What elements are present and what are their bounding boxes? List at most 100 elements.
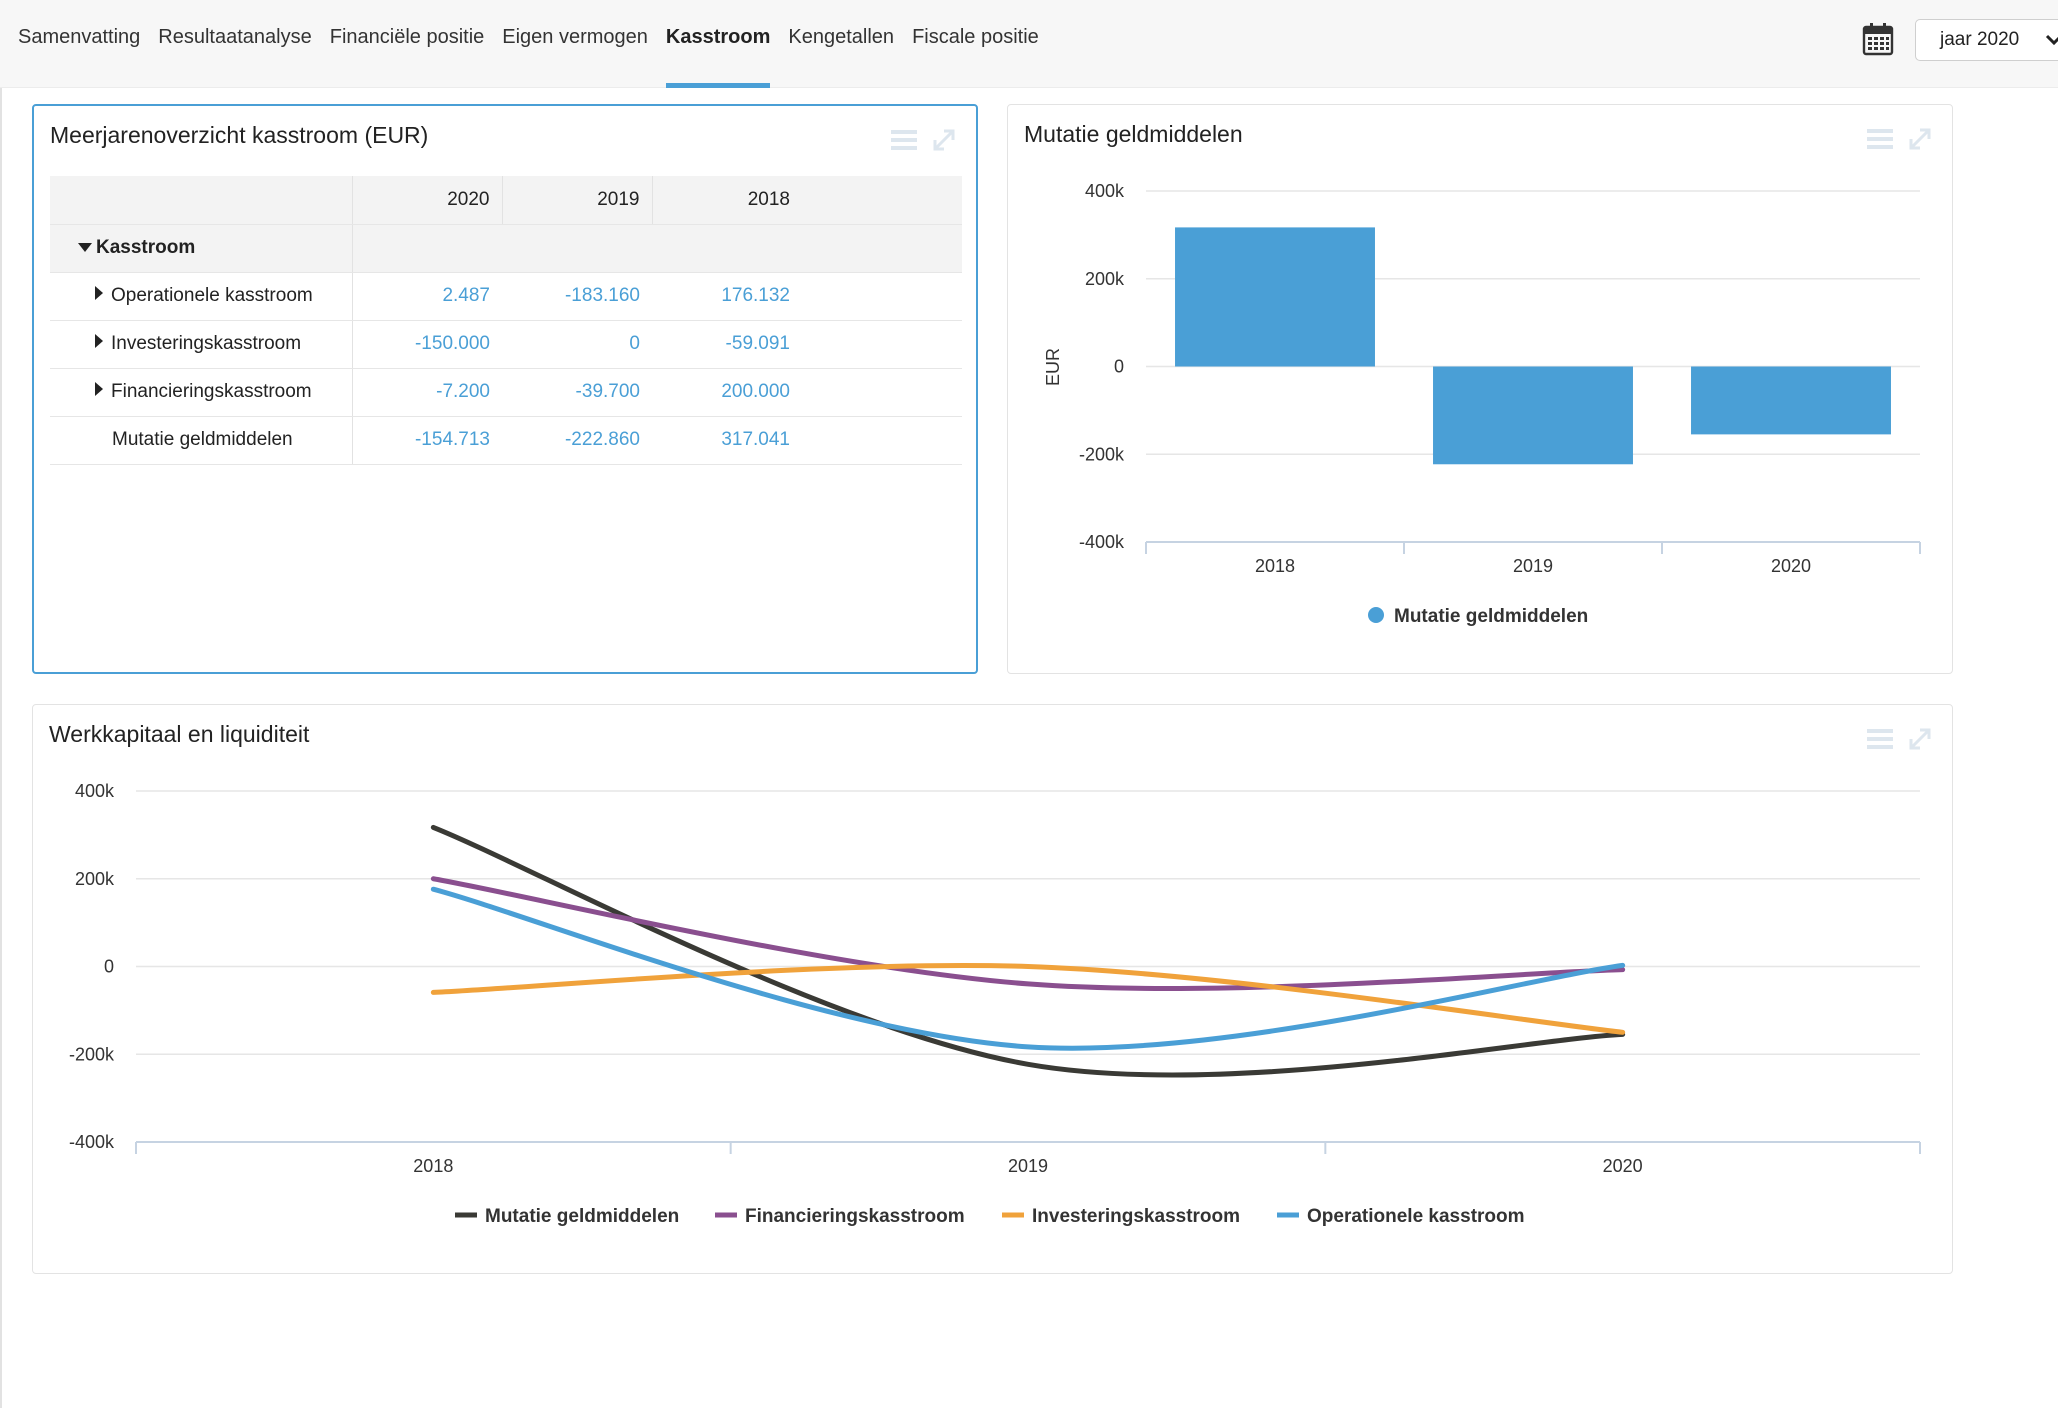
table-cell[interactable]: -183.160	[502, 272, 652, 321]
caret-right-icon[interactable]	[95, 334, 103, 348]
y-axis-label: EUR	[1043, 348, 1063, 386]
menu-icon[interactable]	[1866, 125, 1894, 153]
panel-title: Meerjarenoverzicht kasstroom (EUR)	[50, 122, 429, 148]
caret-right-icon[interactable]	[95, 286, 103, 300]
panel-werkkapitaal[interactable]: Werkkapitaal en liquiditeit 400k 200k 0 -20…	[32, 704, 1953, 1274]
y-tick-label: 0	[1114, 357, 1124, 377]
y-tick-label: 400k	[75, 781, 115, 801]
table-cell[interactable]: -222.860	[502, 416, 652, 465]
row-label: Mutatie geldmiddelen	[112, 429, 293, 450]
group-filler	[352, 224, 962, 273]
y-tick-label: -400k	[69, 1132, 115, 1152]
column-header-filler	[802, 176, 962, 225]
panel-tools	[1866, 725, 1934, 753]
panel-tools	[890, 126, 958, 154]
year-select-value: jaar 2020	[1940, 29, 2020, 50]
x-tick-label: 2019	[1008, 1156, 1048, 1176]
legend-label: Operationele kasstroom	[1307, 1206, 1525, 1227]
table-cell[interactable]: -154.713	[352, 416, 502, 465]
table-row[interactable]: Investeringskasstroom -150.000 0 -59.091	[50, 320, 962, 369]
column-header[interactable]: 2019	[502, 176, 653, 225]
tab-financiele-positie[interactable]: Financiële positie	[329, 26, 485, 48]
top-navigation-bar: Samenvatting Resultaatanalyse Financiële…	[0, 0, 2058, 88]
group-label: Kasstroom	[96, 237, 196, 258]
row-label-cell[interactable]: Operationele kasstroom	[50, 272, 353, 321]
row-label: Financieringskasstroom	[111, 381, 312, 402]
table-cell-filler	[802, 272, 962, 321]
table-cell[interactable]: 200.000	[652, 368, 802, 417]
tab-bar: Samenvatting Resultaatanalyse Financiële…	[0, 0, 1048, 88]
panel-title: Mutatie geldmiddelen	[1024, 121, 1243, 147]
legend-label: Investeringskasstroom	[1032, 1206, 1240, 1227]
y-tick-label: -200k	[69, 1044, 115, 1064]
series-line	[430, 963, 1626, 1035]
y-tick-label: -400k	[1079, 532, 1125, 552]
table-row[interactable]: Operationele kasstroom 2.487 -183.160 17…	[50, 272, 962, 321]
bar	[1433, 366, 1633, 465]
table-cell[interactable]: 0	[502, 320, 652, 369]
column-header[interactable]: 2018	[652, 176, 802, 225]
series-line	[430, 876, 1626, 991]
panel-tools	[1866, 125, 1934, 153]
row-label: Investeringskasstroom	[111, 333, 302, 354]
menu-icon[interactable]	[890, 126, 918, 154]
table-cell-filler	[802, 320, 962, 369]
y-tick-label: 200k	[75, 869, 115, 889]
row-label-cell[interactable]: Investeringskasstroom	[50, 320, 353, 369]
tab-eigen-vermogen[interactable]: Eigen vermogen	[502, 26, 648, 48]
expand-icon[interactable]	[930, 126, 958, 154]
left-border	[0, 88, 2, 1408]
row-label-cell[interactable]: Financieringskasstroom	[50, 368, 353, 417]
cashflow-table: 2020 2019 2018 Kasstroom Operationele ka…	[50, 176, 962, 465]
table-cell[interactable]: 2.487	[352, 272, 502, 321]
caret-down-icon[interactable]	[78, 243, 92, 252]
x-tick-label: 2018	[413, 1156, 453, 1176]
series-line	[430, 824, 1626, 1078]
bar	[1175, 227, 1375, 367]
table-row[interactable]: Mutatie geldmiddelen -154.713 -222.860 3…	[50, 416, 962, 465]
row-label: Operationele kasstroom	[111, 285, 313, 306]
tab-samenvatting[interactable]: Samenvatting	[18, 26, 141, 48]
table-cell[interactable]: -7.200	[352, 368, 502, 417]
tab-fiscale-positie[interactable]: Fiscale positie	[912, 26, 1039, 48]
tab-resultaatanalyse[interactable]: Resultaatanalyse	[158, 26, 312, 48]
legend-label: Mutatie geldmiddelen	[1394, 606, 1588, 627]
y-tick-label: -200k	[1079, 444, 1125, 464]
table-cell[interactable]: -150.000	[352, 320, 502, 369]
panel-mutatie-geldmiddelen[interactable]: Mutatie geldmiddelen 400k 200k 0 -200k -400k…	[1007, 104, 1953, 674]
y-tick-label: 400k	[1085, 181, 1125, 201]
column-header[interactable]: 2020	[352, 176, 503, 225]
legend-marker	[1368, 607, 1384, 623]
table-row[interactable]: Financieringskasstroom -7.200 -39.700 20…	[50, 368, 962, 417]
y-tick-label: 200k	[1085, 269, 1125, 289]
year-select[interactable]: jaar 2020	[1915, 19, 2058, 61]
bar	[1691, 366, 1891, 435]
tab-kengetallen[interactable]: Kengetallen	[788, 26, 895, 48]
table-cell[interactable]: 317.041	[652, 416, 802, 465]
panel-meerjarenoverzicht[interactable]: Meerjarenoverzicht kasstroom (EUR) 2020 …	[32, 104, 978, 674]
chevron-down-icon	[2045, 34, 2058, 46]
table-cell-filler	[802, 368, 962, 417]
menu-icon[interactable]	[1866, 725, 1894, 753]
legend-label: Mutatie geldmiddelen	[485, 1206, 679, 1227]
table-cell[interactable]: -59.091	[652, 320, 802, 369]
column-header-label	[50, 176, 353, 225]
group-label-cell[interactable]: Kasstroom	[50, 224, 353, 273]
line-chart[interactable]: 400k 200k 0 -200k -400k 2018 2019 2020 Mutatie g…	[33, 705, 1952, 1273]
legend-label: Financieringskasstroom	[745, 1206, 965, 1227]
calendar-icon[interactable]	[1862, 22, 1894, 56]
expand-icon[interactable]	[1906, 725, 1934, 753]
expand-icon[interactable]	[1906, 125, 1934, 153]
table-cell-filler	[802, 416, 962, 465]
series-line	[430, 886, 1626, 1051]
table-cell[interactable]: 176.132	[652, 272, 802, 321]
table-group-row[interactable]: Kasstroom	[50, 224, 962, 273]
x-tick-label: 2018	[1255, 556, 1295, 576]
row-label-cell[interactable]: Mutatie geldmiddelen	[50, 416, 353, 465]
x-tick-label: 2020	[1771, 556, 1811, 576]
x-tick-label: 2019	[1513, 556, 1553, 576]
tab-kasstroom[interactable]: Kasstroom	[657, 0, 779, 88]
caret-right-icon[interactable]	[95, 382, 103, 396]
table-cell[interactable]: -39.700	[502, 368, 652, 417]
